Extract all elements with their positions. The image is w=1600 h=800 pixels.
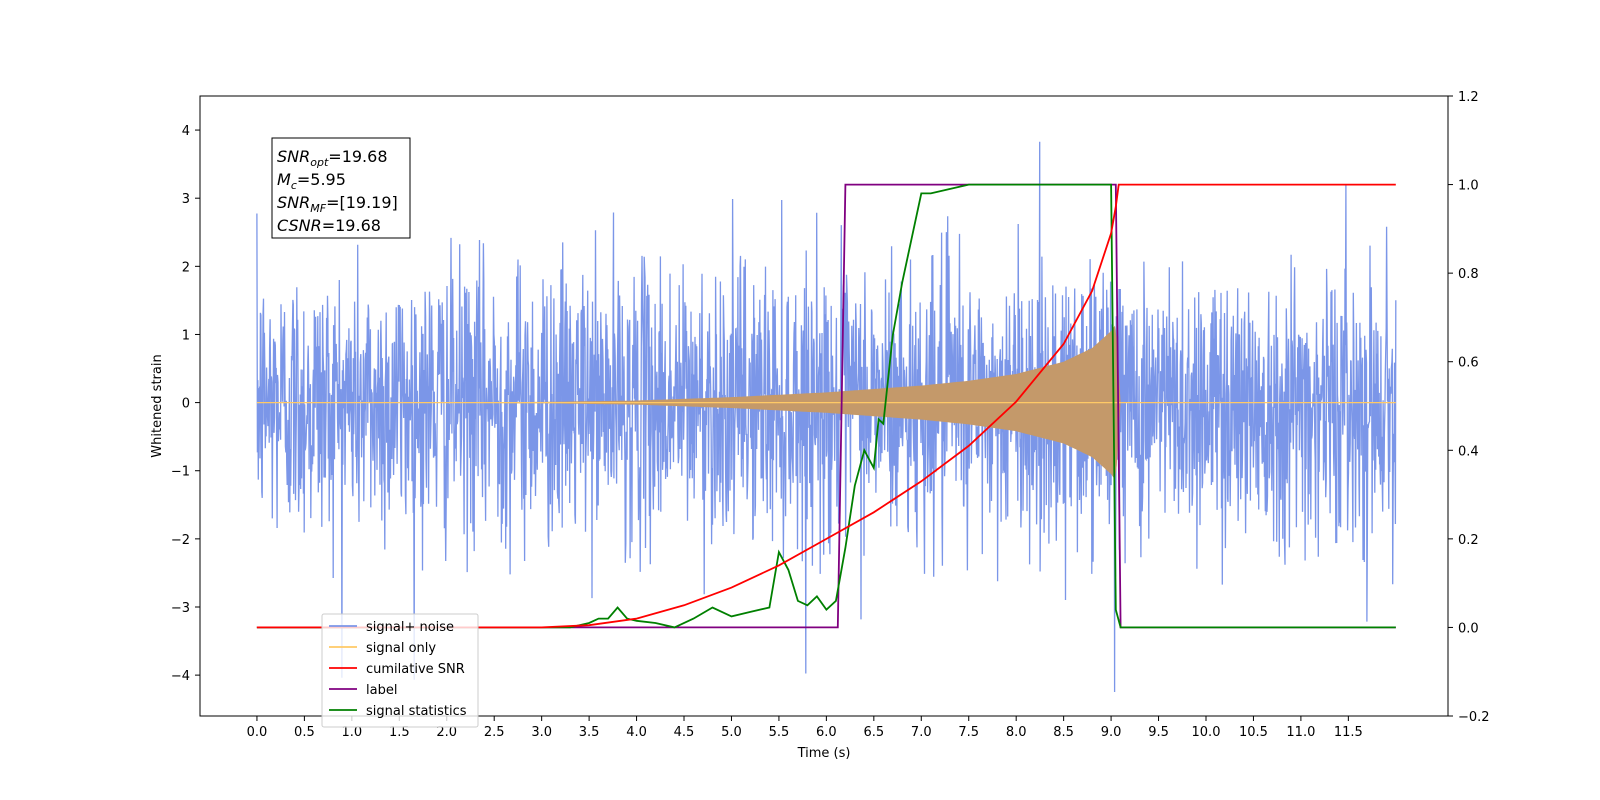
legend-label: signal statistics	[366, 704, 467, 719]
y2-tick-label: 0.2	[1458, 533, 1479, 548]
series-layer	[256, 141, 1397, 693]
y-axis-right: 1.2 1.0 0.8 0.6 0.4 0.2 0.0 −0.2	[1448, 90, 1490, 725]
x-tick-label: 1.0	[342, 725, 363, 740]
y-tick-label: −2	[171, 533, 190, 548]
x-tick-label: 3.5	[579, 725, 600, 740]
annotation-line: Mc=5.95	[277, 170, 346, 192]
x-tick-label: 11.5	[1334, 725, 1363, 740]
annotation-line: CSNR=19.68	[277, 216, 381, 235]
y-axis-left: 4 3 2 1 0 −1 −2 −3 −4	[171, 124, 200, 684]
annotation-sub: MF	[310, 202, 326, 215]
y-tick-label: −4	[171, 669, 190, 684]
y-tick-label: 1	[182, 328, 190, 343]
x-tick-label: 0.0	[247, 725, 268, 740]
y2-tick-label: 1.2	[1458, 90, 1479, 105]
legend-label: signal+ noise	[366, 620, 454, 635]
y2-tick-label: 1.0	[1458, 179, 1479, 194]
x-axis-label: Time (s)	[797, 746, 851, 761]
y-tick-label: 3	[182, 192, 190, 207]
x-tick-label: 10.5	[1239, 725, 1268, 740]
x-tick-label: 5.5	[769, 725, 790, 740]
x-tick-label: 1.5	[389, 725, 410, 740]
x-tick-label: 11.0	[1286, 725, 1315, 740]
legend-label: signal only	[366, 641, 436, 656]
y-tick-label: 0	[182, 397, 190, 412]
x-tick-label: 6.0	[816, 725, 837, 740]
y2-tick-label: 0.4	[1458, 444, 1479, 459]
annotation-line: SNRopt=19.68	[277, 147, 388, 169]
annotation-value: =[19.19]	[326, 193, 398, 212]
legend-label: label	[366, 683, 397, 698]
x-tick-label: 2.5	[484, 725, 505, 740]
x-tick-label: 2.0	[436, 725, 457, 740]
x-tick-label: 9.0	[1101, 725, 1122, 740]
series-signal-statistics	[256, 183, 1396, 629]
y2-tick-label: 0.0	[1458, 621, 1479, 636]
y2-tick-label: −0.2	[1458, 710, 1490, 725]
plot-frame	[199, 95, 1449, 717]
x-tick-label: 10.0	[1192, 725, 1221, 740]
y-tick-label: −3	[171, 601, 190, 616]
y-tick-label: −1	[171, 465, 190, 480]
legend-label: cumilative SNR	[366, 662, 465, 677]
x-tick-label: 4.5	[674, 725, 695, 740]
annotation-var: SNR	[277, 193, 310, 212]
x-tick-label: 8.0	[1006, 725, 1027, 740]
series-cumilative-snr	[256, 183, 1396, 629]
y-axis-label: Whitened strain	[150, 354, 165, 457]
x-tick-label: 7.5	[958, 725, 979, 740]
annotation-var: M	[277, 170, 291, 189]
annotation-var: CSNR	[277, 216, 322, 235]
annotation-sub: opt	[310, 156, 329, 169]
x-tick-label: 5.0	[721, 725, 742, 740]
series-signal-noise	[256, 141, 1397, 693]
annotation-frame	[271, 137, 411, 239]
x-tick-label: 3.0	[531, 725, 552, 740]
legend: signal+ noise signal only cumilative SNR la…	[321, 613, 479, 728]
y-tick-label: 2	[182, 260, 190, 275]
annotation-sub: c	[291, 179, 297, 192]
annotation-value: =19.68	[328, 147, 387, 166]
x-axis: 0.0 0.5 1.0 1.5 2.0 2.5 3.0 3.5 4.0 4.5 5.0 5.5 6.0 6…	[247, 716, 1363, 740]
y2-tick-label: 0.6	[1458, 356, 1479, 371]
x-tick-label: 6.5	[863, 725, 884, 740]
x-tick-label: 4.0	[626, 725, 647, 740]
annotation-value: =19.68	[322, 216, 381, 235]
x-tick-label: 9.5	[1148, 725, 1169, 740]
x-tick-label: 8.5	[1053, 725, 1074, 740]
annotation-line: SNRMF=[19.19]	[277, 193, 398, 215]
x-tick-label: 7.0	[911, 725, 932, 740]
annotation-var: SNR	[277, 147, 310, 166]
annotation-box: SNRopt=19.68Mc=5.95SNRMF=[19.19]CSNR=19.…	[271, 137, 411, 239]
legend-frame	[321, 613, 479, 728]
y-tick-label: 4	[182, 124, 190, 139]
x-tick-label: 0.5	[294, 725, 315, 740]
y2-tick-label: 0.8	[1458, 267, 1479, 282]
annotation-value: =5.95	[297, 170, 346, 189]
